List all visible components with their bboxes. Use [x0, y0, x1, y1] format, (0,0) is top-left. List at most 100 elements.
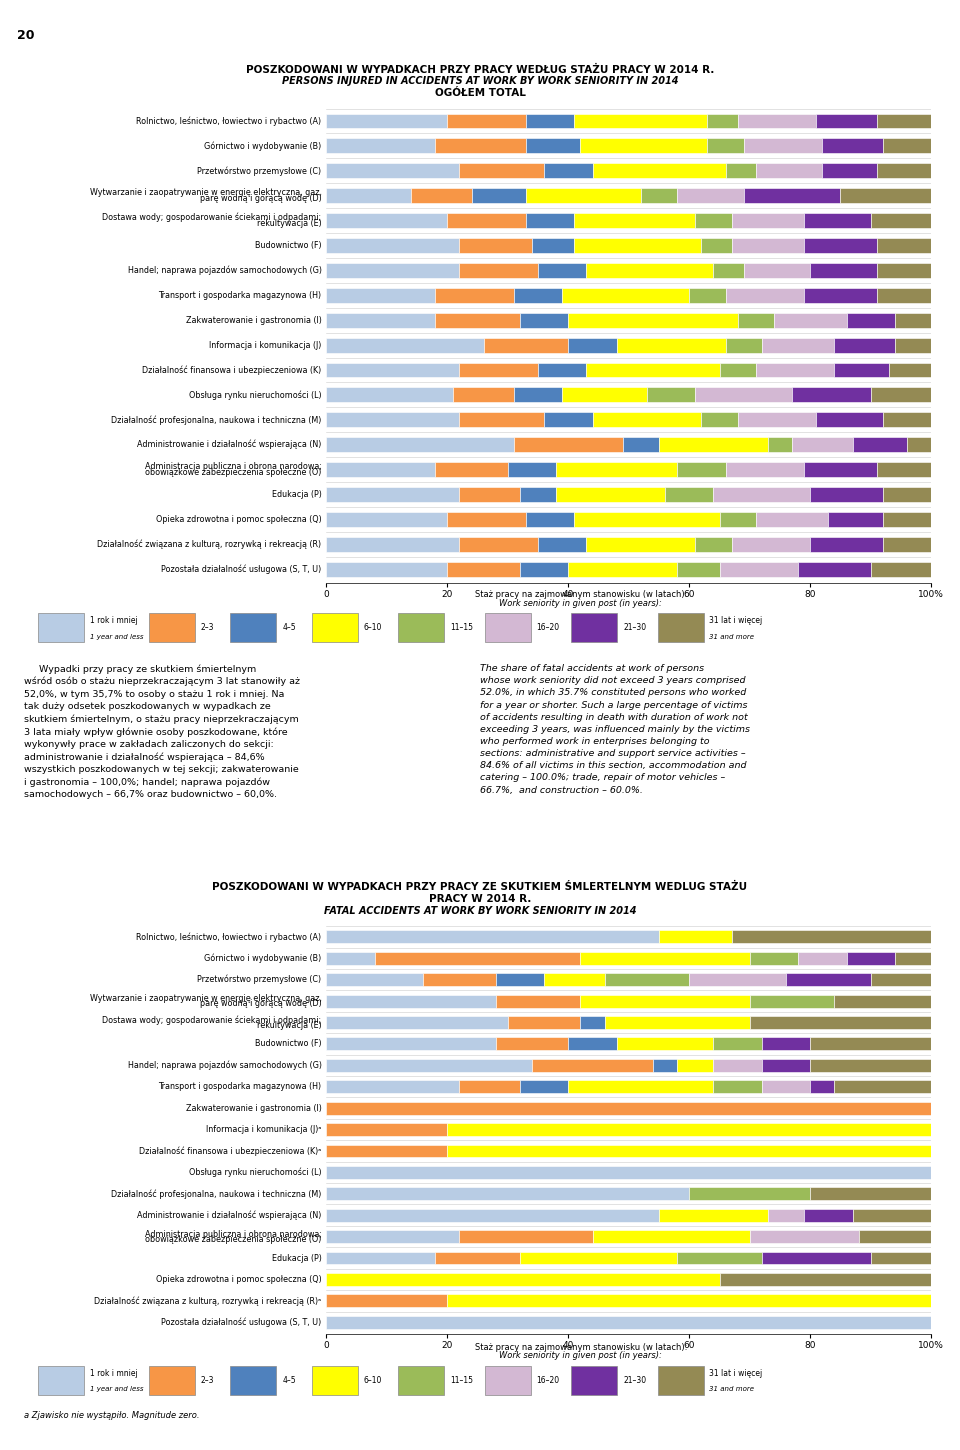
Bar [677, 561, 720, 577]
Text: 20: 20 [17, 29, 35, 42]
Bar [677, 1058, 713, 1072]
Bar [460, 1080, 520, 1093]
Bar [677, 1251, 762, 1264]
Text: 31 and more: 31 and more [709, 634, 755, 639]
Bar [762, 1058, 810, 1072]
Bar [653, 1058, 677, 1072]
Bar [484, 338, 568, 352]
Bar [568, 1080, 713, 1093]
Bar [326, 188, 411, 203]
Text: 2–3: 2–3 [201, 1376, 214, 1385]
Bar [708, 138, 744, 154]
Bar [659, 931, 732, 944]
Bar [713, 487, 810, 502]
Text: a Zjawisko nie wystąpiło. Magnitude zero.: a Zjawisko nie wystąpiło. Magnitude zero… [24, 1411, 200, 1420]
Bar [713, 1058, 762, 1072]
Text: Administrowanie i działalność wspierająca (N): Administrowanie i działalność wspierając… [137, 1211, 322, 1219]
Text: Administracja publiczna i obrona narodowa;: Administracja publiczna i obrona narodow… [145, 1230, 322, 1238]
Bar [732, 213, 804, 228]
Bar [883, 536, 931, 552]
Bar [326, 1230, 460, 1243]
Bar [532, 238, 574, 252]
Bar [514, 387, 563, 402]
Bar [544, 412, 592, 428]
Text: obowiązkowe zabezpieczenia społeczne (O): obowiązkowe zabezpieczenia społeczne (O) [145, 468, 322, 477]
Bar [326, 561, 447, 577]
Bar [623, 438, 659, 452]
Bar [708, 113, 737, 129]
Bar [750, 1016, 931, 1030]
Bar [574, 512, 720, 526]
Text: Obsługa rynku nieruchomości (L): Obsługa rynku nieruchomości (L) [189, 1167, 322, 1177]
Bar [447, 561, 520, 577]
Bar [737, 412, 816, 428]
Text: 21–30: 21–30 [623, 1376, 646, 1385]
Bar [907, 438, 931, 452]
Bar [883, 512, 931, 526]
Bar [659, 1209, 768, 1221]
Bar [326, 1273, 720, 1286]
Bar [804, 289, 876, 303]
Bar [326, 931, 659, 944]
Text: parę wodną i gorącą wodę (D): parę wodną i gorącą wodę (D) [200, 999, 322, 1008]
Bar [326, 1038, 495, 1050]
Bar [435, 1251, 520, 1264]
Text: Wytwarzanie i zaopatrywanie w energię elektryczną, gaz,: Wytwarzanie i zaopatrywanie w energię el… [89, 995, 322, 1003]
Text: Obsługa rynku nieruchomości (L): Obsługa rynku nieruchomości (L) [189, 390, 322, 400]
Bar [326, 362, 460, 377]
Bar [720, 512, 756, 526]
Bar [568, 561, 677, 577]
Bar [326, 951, 374, 964]
Text: 4–5: 4–5 [282, 624, 296, 632]
Bar [810, 1038, 931, 1050]
Text: Działalność związana z kulturą, rozrywką i rekreacją (R): Działalność związana z kulturą, rozrywką… [98, 539, 322, 550]
Bar [447, 1124, 931, 1135]
Bar [810, 1188, 931, 1201]
Bar [804, 238, 876, 252]
Text: Opieka zdrowotna i pomoc społeczna (Q): Opieka zdrowotna i pomoc społeczna (Q) [156, 1275, 322, 1283]
Bar [750, 951, 798, 964]
Bar [695, 536, 732, 552]
Bar [834, 1080, 931, 1093]
Text: Górnictwo i wydobywanie (B): Górnictwo i wydobywanie (B) [204, 954, 322, 963]
Text: 6–10: 6–10 [364, 624, 382, 632]
Bar [726, 164, 756, 178]
Bar [858, 1230, 931, 1243]
Bar [581, 1016, 605, 1030]
Bar [647, 387, 695, 402]
Bar [514, 438, 623, 452]
Bar [762, 1251, 871, 1264]
Bar [841, 188, 931, 203]
Bar [852, 1209, 931, 1221]
Text: 31 and more: 31 and more [709, 1386, 755, 1392]
Bar [435, 463, 508, 477]
Bar [616, 338, 726, 352]
Text: OGÓŁEM TOTAL: OGÓŁEM TOTAL [435, 88, 525, 97]
Bar [804, 463, 876, 477]
Bar [495, 995, 581, 1008]
Text: Działalność profesjonalna, naukowa i techniczna (M): Działalność profesjonalna, naukowa i tec… [111, 1189, 322, 1199]
Bar [828, 512, 883, 526]
Bar [526, 138, 581, 154]
Bar [326, 438, 514, 452]
Bar [526, 188, 641, 203]
Bar [665, 487, 713, 502]
Bar [744, 262, 810, 278]
Bar [495, 1038, 568, 1050]
Bar [526, 213, 574, 228]
Bar [538, 362, 587, 377]
Bar [326, 338, 484, 352]
Bar [695, 387, 792, 402]
Bar [834, 995, 931, 1008]
Text: Handel; naprawa pojazdów samochodowych (G): Handel; naprawa pojazdów samochodowych (… [128, 1060, 322, 1070]
Text: Działalność profesjonalna, naukowa i techniczna (M): Działalność profesjonalna, naukowa i tec… [111, 415, 322, 425]
Bar [616, 1038, 713, 1050]
Bar [732, 238, 804, 252]
Bar [810, 536, 883, 552]
Text: Transport i gospodarka magazynowa (H): Transport i gospodarka magazynowa (H) [158, 291, 322, 300]
Text: 6–10: 6–10 [364, 1376, 382, 1385]
Bar [605, 1016, 750, 1030]
Bar [471, 188, 526, 203]
Bar [326, 1016, 508, 1030]
Bar [756, 362, 834, 377]
